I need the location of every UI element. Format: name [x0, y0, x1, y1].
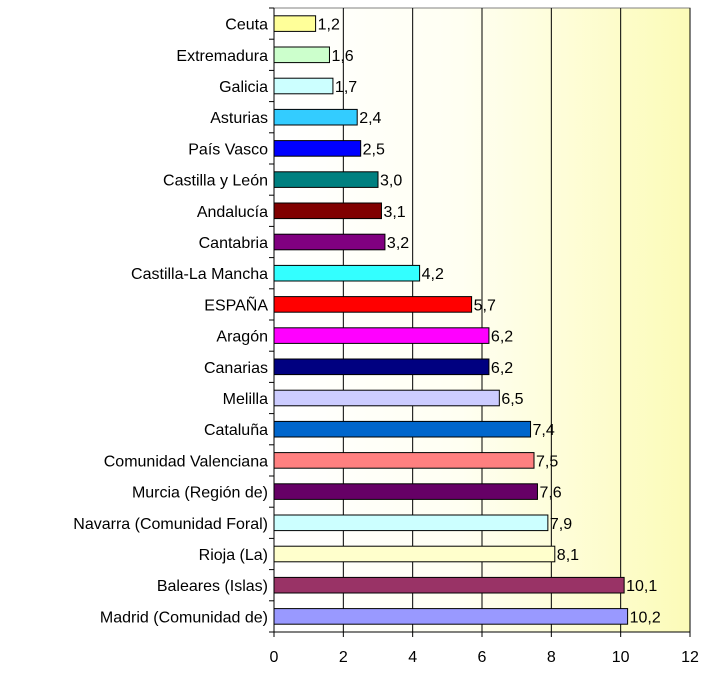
bar-cataluna: [273, 420, 532, 438]
value-label-andalucia: 3,1: [383, 204, 405, 221]
bar-rioja-la: [273, 545, 556, 563]
bar-cantabria: [273, 233, 386, 251]
bar-extremadura: [273, 46, 330, 64]
labels: 1,2 Ceuta 1,6 Extremadura 1,7 Galicia 2,4 Astur…: [73, 17, 699, 666]
category-label-pais-vasco: País Vasco: [188, 141, 268, 158]
axes: [269, 7, 691, 637]
value-label-canarias: 6,2: [491, 360, 513, 377]
value-label-cataluna: 7,4: [533, 422, 555, 439]
value-label-asturias: 2,4: [359, 110, 381, 127]
value-label-rioja-la: 8,1: [557, 547, 579, 564]
x-tick-label-4: 4: [408, 649, 417, 666]
category-label-espana: ESPAÑA: [204, 294, 268, 314]
value-label-comunidad-valenciana: 7,5: [536, 453, 558, 470]
x-tick-label-12: 12: [681, 649, 699, 666]
x-tick-label-8: 8: [547, 649, 556, 666]
category-label-extremadura: Extremadura: [176, 48, 268, 65]
value-label-pais-vasco: 2,5: [363, 141, 385, 158]
category-label-castilla-y-leon: Castilla y León: [163, 173, 268, 190]
bar-castilla-y-leon: [273, 171, 379, 188]
x-tick-label-10: 10: [612, 649, 630, 666]
bar-andalucia: [273, 202, 382, 220]
bar-espana: [273, 296, 473, 313]
bar-ceuta: [273, 15, 317, 32]
x-tick-label-6: 6: [478, 649, 487, 666]
bar-canarias: [273, 358, 490, 376]
value-label-cantabria: 3,2: [387, 235, 409, 252]
category-label-rioja-la: Rioja (La): [199, 547, 268, 564]
bar-murcia-region-de: [273, 483, 538, 500]
category-label-aragon: Aragón: [216, 329, 268, 346]
value-label-castilla-y-leon: 3,0: [380, 173, 402, 190]
category-label-canarias: Canarias: [204, 360, 268, 377]
value-label-galicia: 1,7: [335, 79, 357, 96]
x-tick-label-0: 0: [270, 649, 279, 666]
value-label-baleares-islas: 10,1: [626, 578, 657, 595]
bar-asturias: [273, 108, 358, 126]
bar-galicia: [273, 77, 334, 95]
bar-baleares-islas: [273, 576, 625, 594]
value-label-navarra-comunidad-foral: 7,9: [550, 516, 572, 533]
category-label-madrid-comunidad-de: Madrid (Comunidad de): [100, 609, 268, 626]
bar-aragon: [273, 327, 490, 344]
bar-navarra-comunidad-foral: [273, 514, 549, 532]
category-label-melilla: Melilla: [223, 391, 268, 408]
category-label-cataluna: Cataluña: [204, 422, 268, 439]
category-label-andalucia: Andalucía: [197, 204, 268, 221]
value-label-castilla-la-mancha: 4,2: [422, 266, 444, 283]
value-label-melilla: 6,5: [501, 391, 523, 408]
value-label-ceuta: 1,2: [318, 17, 340, 34]
value-label-espana: 5,7: [474, 297, 496, 314]
category-label-castilla-la-mancha: Castilla-La Mancha: [131, 266, 268, 283]
value-label-murcia-region-de: 7,6: [539, 485, 561, 502]
bar-comunidad-valenciana: [273, 452, 535, 469]
category-label-ceuta: Ceuta: [225, 17, 268, 34]
category-label-baleares-islas: Baleares (Islas): [157, 578, 268, 595]
bars: [273, 15, 629, 625]
value-label-aragon: 6,2: [491, 329, 513, 346]
x-tick-label-2: 2: [339, 649, 348, 666]
category-label-asturias: Asturias: [210, 110, 268, 127]
category-label-galicia: Galicia: [219, 79, 268, 96]
category-label-cantabria: Cantabria: [199, 235, 268, 252]
bar-castilla-la-mancha: [273, 264, 421, 282]
category-label-navarra-comunidad-foral: Navarra (Comunidad Foral): [73, 516, 268, 533]
bar-pais-vasco: [273, 140, 362, 157]
bar-melilla: [273, 389, 500, 407]
value-label-madrid-comunidad-de: 10,2: [630, 609, 661, 626]
value-label-extremadura: 1,6: [331, 48, 353, 65]
category-label-comunidad-valenciana: Comunidad Valenciana: [104, 453, 268, 470]
category-label-murcia-region-de: Murcia (Región de): [132, 485, 268, 502]
bar-madrid-comunidad-de: [273, 608, 629, 625]
